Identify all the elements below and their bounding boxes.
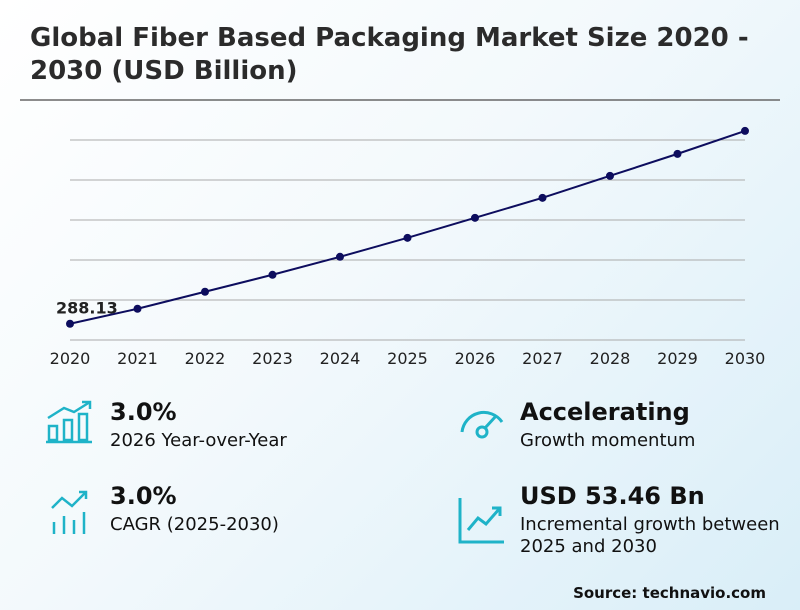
x-tick-label: 2026	[455, 349, 496, 368]
grid	[70, 139, 745, 341]
line	[69, 129, 746, 325]
gauge-icon	[460, 411, 504, 439]
point	[336, 252, 344, 261]
chart-title: Global Fiber Based Packaging Market Size…	[30, 23, 749, 86]
growth-icon	[458, 498, 504, 544]
chart: 2020 2021 2022 2023 2024 2025 2026 2027 2028 2029…	[20, 99, 780, 368]
x-tick-label: 2029	[657, 349, 698, 368]
x-tick-label: 2021	[117, 349, 158, 368]
x-tick-label: 2022	[185, 349, 226, 368]
x-tick-label: 2030	[725, 349, 766, 368]
stat-value: 3.0%	[110, 482, 177, 510]
stat-label: 2026 Year-over-Year	[110, 430, 287, 451]
x-tick-label: 2024	[320, 349, 361, 368]
stat-label: CAGR (2025-2030)	[110, 514, 279, 535]
point	[673, 149, 682, 158]
point	[538, 193, 547, 202]
point	[471, 213, 479, 222]
x-tick-label: 2025	[387, 349, 428, 368]
point	[741, 126, 749, 135]
stat-label: Growth momentum	[520, 430, 696, 451]
stat: 3.0% CAGR (2025-2030)	[110, 482, 279, 536]
stat-value: 3.0%	[110, 398, 177, 426]
stat-value: USD 53.46 Bn	[520, 482, 705, 510]
x-tick-label: 2020	[50, 349, 91, 368]
point	[606, 171, 614, 180]
x-tick-label: 2023	[252, 349, 293, 368]
stat: USD 53.46 Bn Incremental growth between …	[520, 482, 780, 558]
source: Source: technavio.com	[573, 584, 766, 602]
x-tick-label: 2027	[522, 349, 563, 368]
bars-icon	[46, 400, 92, 444]
x-tick-label: 2028	[590, 349, 631, 368]
point	[66, 319, 74, 328]
stat-value: Accelerating	[520, 398, 690, 426]
point	[268, 270, 277, 279]
trend-icon	[51, 490, 88, 534]
point	[403, 233, 412, 242]
stat: Accelerating Growth momentum	[520, 398, 695, 452]
data-label: 288.13	[56, 299, 118, 318]
point	[133, 304, 142, 313]
point	[201, 287, 209, 296]
stat: 3.0% 2026 Year-over-Year	[110, 398, 287, 452]
stat-label: Incremental growth between 2025 and 2030	[520, 514, 780, 557]
